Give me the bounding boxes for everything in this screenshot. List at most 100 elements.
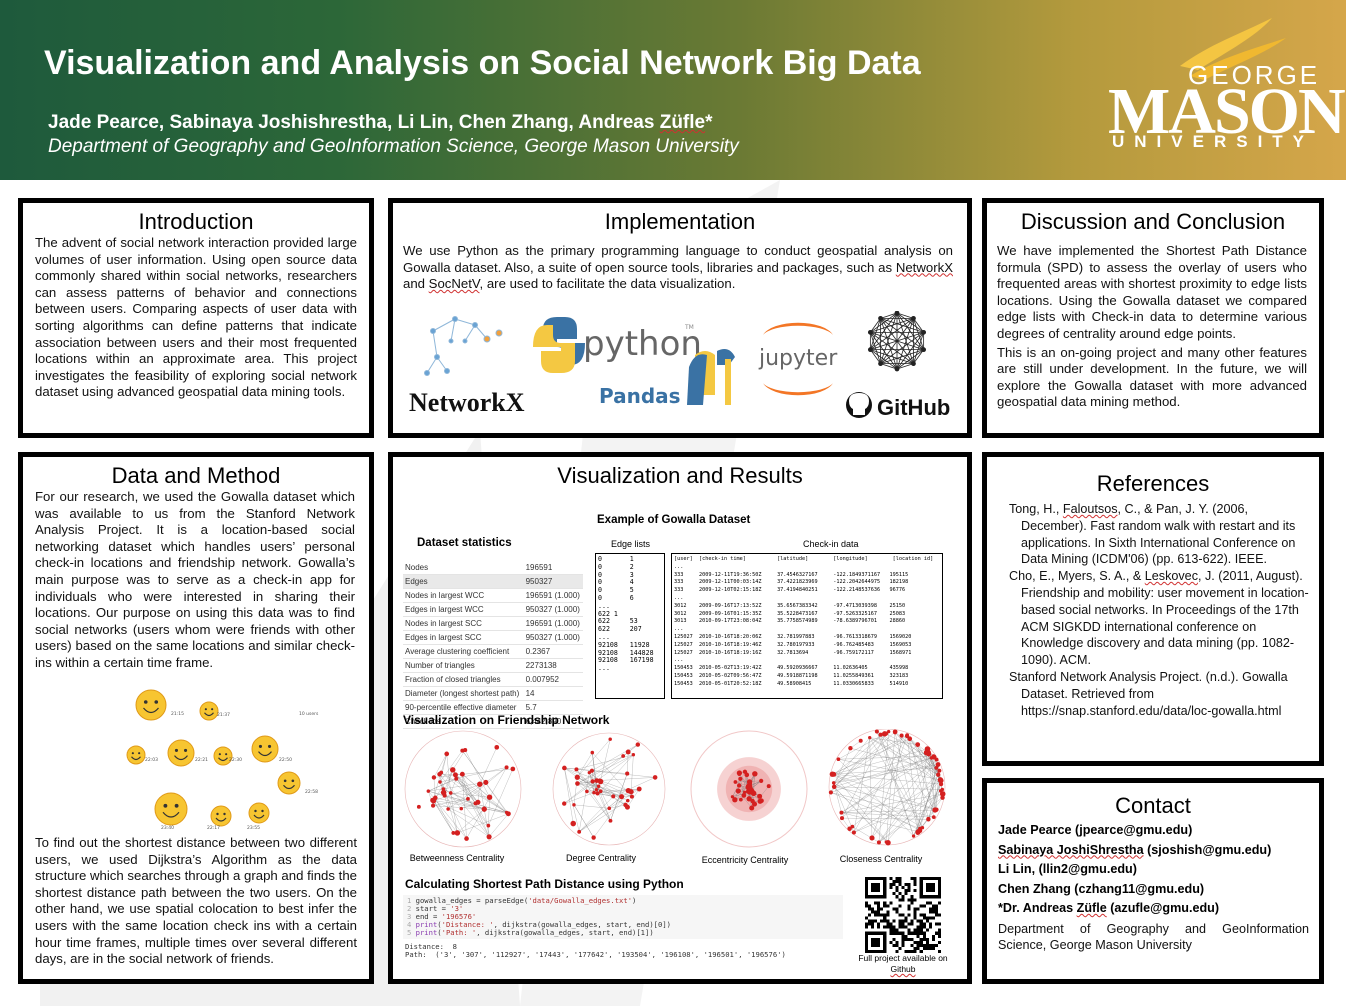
stats-row: Number of triangles 2273138 — [403, 658, 583, 673]
data-method-text-1: For our research, we used the Gowalla da… — [35, 489, 355, 670]
code-function: print — [415, 920, 438, 929]
stats-key: Edges — [403, 574, 524, 589]
ref-text: , C., & Pan, J. Y. (2006, December). Fas… — [1021, 502, 1296, 567]
stats-value: 5.7 — [523, 700, 583, 715]
stats-key: Nodes — [403, 561, 524, 575]
output-distance: Distance: 8 — [405, 942, 457, 951]
qr-code[interactable] — [865, 877, 941, 953]
smiley-icon — [251, 735, 279, 763]
example-title: Example of Gowalla Dataset — [597, 514, 751, 526]
stats-value: 950327 — [523, 574, 583, 589]
time-label: 23:55 — [247, 825, 260, 829]
graph-node — [911, 315, 916, 321]
contact-department: Department of Geography and GeoInformati… — [998, 921, 1309, 952]
centrality-label-eccentricity: Eccentricity Centrality — [701, 855, 789, 865]
time-label: 22:03 — [145, 757, 158, 763]
logo-mason: MASON — [1108, 75, 1346, 148]
stats-value: 196591 (1.000) — [523, 588, 583, 603]
stats-row: Average clustering coefficient 0.2367 — [403, 644, 583, 659]
graph-edge — [870, 332, 898, 370]
networkx-logo: NetworkX — [409, 316, 525, 417]
graph-node — [878, 361, 883, 367]
time-label: 21:37 — [217, 712, 230, 718]
graph-node — [867, 329, 873, 335]
smiley-icon — [126, 745, 146, 765]
contact-lin[interactable]: Li Lin, (llin2@gmu.edu) — [998, 862, 1137, 876]
graph-node — [921, 347, 927, 353]
torch-flame-icon — [1180, 18, 1286, 80]
graph-edge — [913, 349, 924, 364]
ref-author: Leskovec — [1144, 569, 1198, 584]
implementation-text: We use Python as the primary programming… — [403, 243, 953, 293]
time-label: 22:17 — [207, 825, 220, 829]
references-panel: References Tong, H., Faloutsos, C., & Pa… — [982, 452, 1324, 766]
output-path: Path: ('3', '307', '112927', '17443', '1… — [405, 950, 786, 959]
graph-edge — [880, 349, 924, 365]
graph-node — [911, 361, 916, 367]
stats-key: 90-percentile effective diameter — [403, 700, 524, 715]
time-label: 22:58 — [305, 789, 318, 795]
edge-lists-box: 0 1 0 2 0 3 0 4 0 5 0 6 ... 622 1 622 53… — [595, 553, 665, 699]
ref-text: Tong, H., — [1009, 502, 1063, 516]
code-string: 'data/Gowalla_edges.txt' — [528, 896, 633, 905]
code-text: , dijkstra(gowalla_edges, start, end)[1]… — [476, 928, 654, 937]
contact-email: (azufle@gmu.edu) — [1106, 901, 1220, 915]
impl-socnetv: SocNetV — [428, 276, 480, 292]
contact-zhang[interactable]: Chen Zhang (czhang11@gmu.edu) — [998, 881, 1205, 896]
python-bear-icon — [687, 349, 735, 405]
centrality-label-betweenness: Betweenness Centrality — [409, 853, 505, 863]
stats-value: 0.2367 — [523, 644, 583, 659]
discussion-text-1: We have implemented the Shortest Path Di… — [997, 243, 1307, 341]
network-graph — [690, 730, 808, 848]
code-string: '196576' — [441, 912, 477, 921]
networkx-wordmark: NetworkX — [409, 388, 525, 417]
stats-row: 90-percentile effective diameter 5.7 — [403, 700, 583, 715]
python-logo: python TM Pandas — [533, 317, 702, 408]
contact-joshishrestha[interactable]: Sabinaya JoshiShrestha (sjoshish@gmu.edu… — [998, 841, 1309, 861]
discussion-text-2: This is an on-going project and many oth… — [997, 344, 1307, 410]
smiley-icon — [248, 802, 270, 824]
centrality-label-degree: Degree Centrality — [565, 853, 637, 863]
graph-edge — [869, 332, 881, 364]
qr-caption-github[interactable]: Github — [890, 964, 916, 974]
logo-george: GEORGE — [1188, 60, 1321, 90]
graph-edge — [896, 332, 924, 370]
contact-zufle[interactable]: *Dr. Andreas Züfle (azufle@gmu.edu) — [998, 899, 1309, 919]
ref-text: Cho, E., Myers, S. A., & — [1009, 569, 1145, 584]
github-wordmark: GitHub — [877, 395, 950, 420]
dataset-statistics: Dataset statistics Nodes 196591 Edges 95032… — [403, 537, 583, 729]
stats-value: 950327 (1.000) — [523, 602, 583, 617]
contact-pearce[interactable]: Jade Pearce (jpearce@gmu.edu) — [998, 823, 1193, 837]
contact-panel: Contact Jade Pearce (jpearce@gmu.edu) Sa… — [982, 778, 1324, 984]
code-text: ( — [437, 928, 442, 937]
graph-edge — [870, 332, 914, 364]
stats-row: Edges in largest SCC 950327 (1.000) — [403, 630, 583, 645]
data-method-title: Data and Method — [111, 463, 281, 488]
tool-logos: NetworkX python TM Pandas jupyter — [409, 311, 950, 420]
ref-author: Faloutsos — [1062, 502, 1118, 516]
stats-value: 0.007952 — [523, 672, 583, 687]
impl-text-b: and — [403, 276, 429, 292]
smiley-icon — [135, 689, 167, 721]
graph-edge — [896, 312, 914, 319]
graph-edge — [896, 363, 914, 370]
stats-key: Check-ins — [403, 714, 524, 729]
references-title: References — [1096, 471, 1210, 496]
line-number: 4 — [407, 920, 412, 929]
python-wordmark: python — [583, 324, 702, 364]
pandas-wordmark: Pandas — [599, 384, 681, 408]
smiley-icon — [167, 739, 195, 767]
graph-edge — [870, 349, 914, 365]
time-label: 23:40 — [161, 825, 174, 829]
code-text: , dijkstra(gowalla_edges, start, end)[0]… — [493, 920, 671, 929]
code-text: ( — [437, 920, 442, 929]
introduction-title: Introduction — [138, 209, 254, 234]
code-text: end = — [415, 912, 442, 921]
contact-name: Sabinaya JoshiShrestha — [998, 842, 1144, 857]
network-graph — [552, 732, 666, 846]
stats-key: Nodes in largest SCC — [403, 616, 524, 631]
spd-title: Calculating Shortest Path Distance using… — [405, 877, 684, 891]
smiley-icon — [154, 792, 188, 826]
qr-caption: Full project available on Github — [843, 953, 963, 975]
poster-title: Visualization and Analysis on Social Net… — [44, 44, 921, 82]
